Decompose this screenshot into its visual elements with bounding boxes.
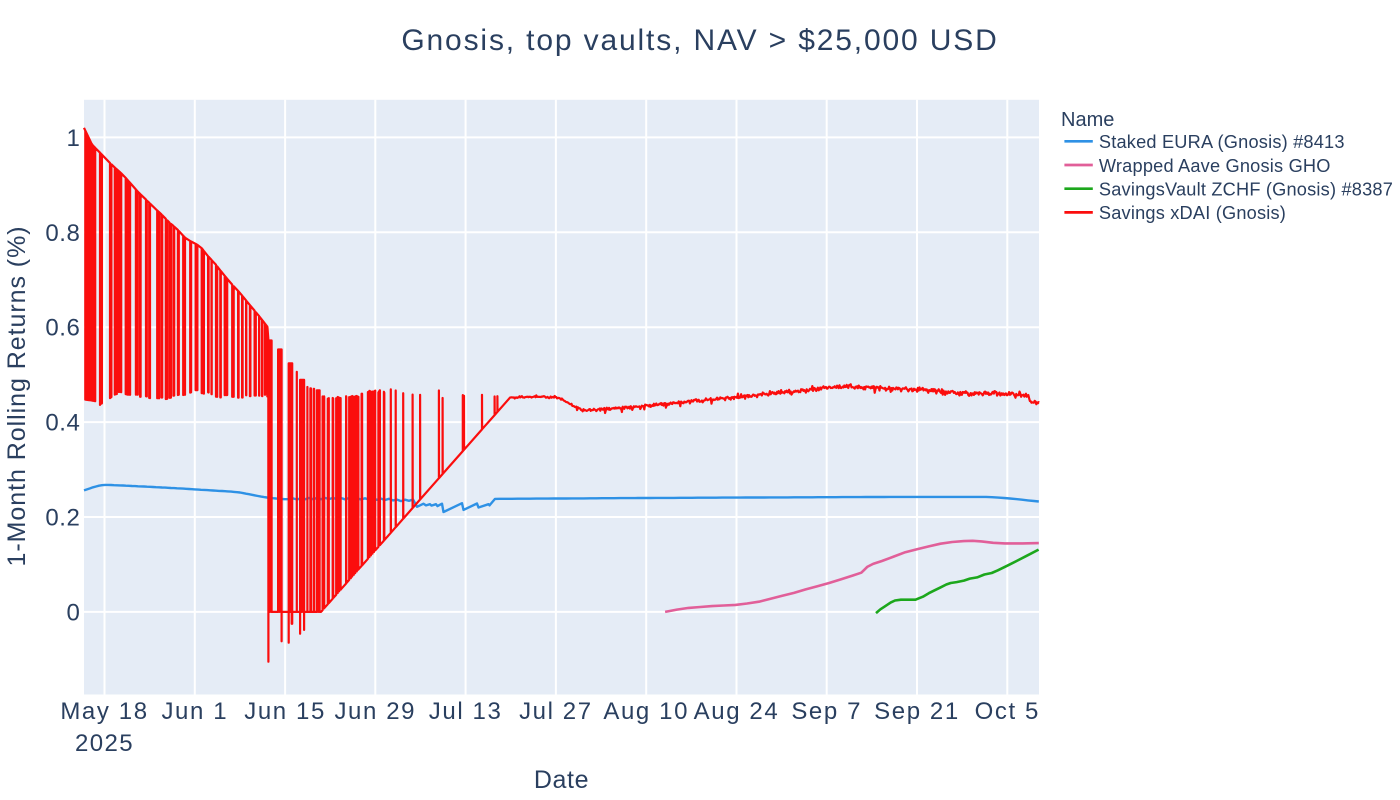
svg-text:0.6: 0.6	[45, 315, 80, 342]
svg-text:2025: 2025	[75, 730, 134, 757]
svg-text:Jul 13: Jul 13	[429, 698, 503, 725]
svg-text:1: 1	[67, 125, 81, 152]
svg-text:0: 0	[67, 599, 81, 626]
svg-text:Staked EURA (Gnosis) #8413: Staked EURA (Gnosis) #8413	[1099, 132, 1345, 152]
svg-text:1-Month Rolling Returns (%): 1-Month Rolling Returns (%)	[3, 225, 31, 566]
svg-text:Jun 29: Jun 29	[334, 698, 416, 725]
svg-text:Wrapped Aave Gnosis GHO: Wrapped Aave Gnosis GHO	[1099, 156, 1331, 176]
svg-text:Gnosis, top vaults, NAV > $25,: Gnosis, top vaults, NAV > $25,000 USD	[401, 24, 998, 57]
svg-text:Savings xDAI (Gnosis): Savings xDAI (Gnosis)	[1099, 203, 1286, 223]
svg-text:Aug 10: Aug 10	[603, 698, 689, 725]
svg-text:0.2: 0.2	[45, 505, 80, 532]
svg-text:0.4: 0.4	[45, 410, 80, 437]
svg-text:Sep 7: Sep 7	[791, 698, 862, 725]
svg-text:Name: Name	[1061, 109, 1114, 131]
svg-text:Oct 5: Oct 5	[975, 698, 1040, 725]
svg-text:Sep 21: Sep 21	[874, 698, 960, 725]
svg-text:Date: Date	[534, 766, 589, 794]
svg-text:0.8: 0.8	[45, 220, 80, 247]
svg-text:May 18: May 18	[60, 698, 148, 725]
svg-text:Aug 24: Aug 24	[694, 698, 780, 725]
svg-text:SavingsVault ZCHF (Gnosis) #83: SavingsVault ZCHF (Gnosis) #8387	[1099, 180, 1393, 200]
svg-text:Jun 15: Jun 15	[244, 698, 326, 725]
svg-text:Jul 27: Jul 27	[519, 698, 593, 725]
svg-text:Jun 1: Jun 1	[161, 698, 228, 725]
